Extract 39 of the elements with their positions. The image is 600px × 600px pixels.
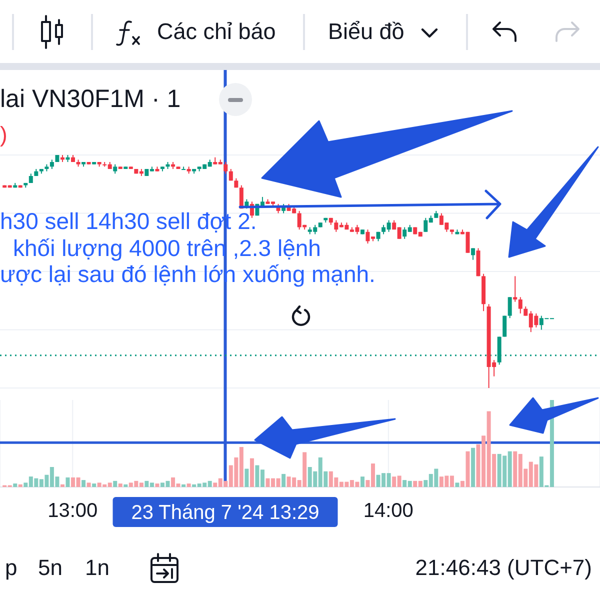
- bar: [13, 484, 18, 487]
- text: 5n: [38, 555, 62, 582]
- candlestick: [508, 296, 512, 319]
- bar: [250, 458, 254, 487]
- candlestick: [513, 276, 518, 302]
- text: ): [0, 122, 8, 148]
- text: 21:46:43 (UTC+7): [415, 555, 592, 582]
- x-tick-label: 13:00: [48, 499, 98, 521]
- bar: [182, 484, 186, 487]
- candlestick: [28, 173, 33, 184]
- ref-line-label: 23 Tháng 7 '24 13:29: [131, 501, 320, 523]
- bar: [360, 476, 364, 487]
- bar: [118, 484, 122, 487]
- bar: [82, 480, 86, 487]
- text: p: [5, 555, 18, 582]
- bar: [471, 448, 476, 487]
- x-tick-label: 14:00: [363, 499, 414, 521]
- chart-title: lai VN30F1M · 1: [0, 84, 181, 114]
- bar: [455, 482, 460, 487]
- candlestick: [518, 296, 522, 314]
- bar: [155, 484, 160, 487]
- bar: [282, 474, 286, 487]
- bar: [186, 484, 191, 487]
- bar: [244, 468, 249, 487]
- bar: [66, 477, 70, 487]
- candlestick: [50, 159, 54, 170]
- bar: [124, 484, 128, 487]
- bar: [60, 484, 64, 487]
- bar: [92, 484, 96, 487]
- candlestick: [182, 166, 186, 170]
- bar: [86, 482, 91, 487]
- candlestick: [113, 164, 118, 174]
- text: 1n: [85, 555, 110, 582]
- candlestick: [471, 248, 476, 260]
- bar: [113, 480, 118, 487]
- candlestick: [224, 161, 228, 174]
- bar: [18, 484, 22, 487]
- text: Các chỉ báo: [157, 18, 276, 45]
- text: Biểu đồ: [328, 18, 404, 45]
